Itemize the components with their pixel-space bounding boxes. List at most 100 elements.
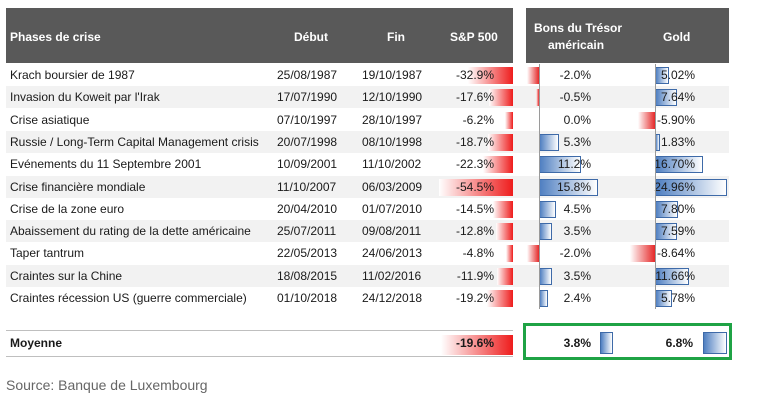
bonds-axis-line (539, 64, 540, 309)
average-bonds-value: 3.8% (563, 336, 591, 350)
phase-label: Russie / Long-Term Capital Management cr… (10, 135, 259, 149)
sp500-bar (468, 67, 513, 84)
sp500-bar (486, 290, 513, 307)
gold-value: 11.66% (655, 269, 695, 283)
sp500-bar (489, 89, 513, 106)
gold-value: 5.78% (660, 291, 695, 305)
sp500-value: -4.8% (462, 246, 494, 260)
bonds-value: 3.5% (563, 224, 591, 238)
table-row-stripe (6, 86, 729, 108)
average-label: Moyenne (10, 336, 63, 350)
header-end: Fin (387, 30, 405, 44)
bonds-value: 15.8% (556, 180, 591, 194)
table-header-right: Bons du Trésor américain Gold (526, 8, 729, 63)
bonds-value: -2.0% (559, 68, 591, 82)
end-date: 12/10/1990 (362, 90, 423, 104)
phase-label: Abaissement du rating de la dette améric… (10, 224, 251, 238)
phase-label: Crise asiatique (10, 113, 90, 127)
gold-value: 5.02% (660, 68, 695, 82)
start-date: 20/04/2010 (277, 202, 338, 216)
bonds-value: 11.2% (557, 157, 591, 171)
phase-label: Craintes récession US (guerre commercial… (10, 291, 247, 305)
sp500-value: -6.2% (462, 113, 494, 127)
sp500-value: -19.2% (455, 291, 494, 305)
average-highlight-box (523, 323, 732, 360)
start-date: 20/07/1998 (277, 135, 338, 149)
sp500-value: -32.9% (455, 68, 494, 82)
average-gold-bar (703, 332, 727, 354)
header-phase: Phases de crise (10, 30, 101, 44)
bonds-value: -2.0% (559, 246, 591, 260)
phase-label: Craintes sur la Chine (10, 269, 123, 283)
average-top-line (6, 330, 513, 331)
end-date: 19/10/1987 (362, 68, 423, 82)
start-date: 18/08/2015 (277, 269, 338, 283)
end-date: 08/10/1998 (362, 135, 423, 149)
start-date: 17/07/1990 (277, 90, 338, 104)
end-date: 01/07/2010 (362, 202, 423, 216)
sp500-value: -54.5% (455, 180, 494, 194)
sp500-bar (504, 112, 513, 129)
start-date: 10/09/2001 (277, 157, 338, 171)
phase-label: Krach boursier de 1987 (10, 68, 135, 82)
sp500-value: -11.9% (456, 269, 494, 283)
start-date: 25/08/1987 (277, 68, 338, 82)
bonds-bar (527, 67, 539, 84)
average-sp500-bar (441, 335, 513, 355)
gold-value: 24.96% (654, 180, 695, 194)
gold-value: 7.59% (660, 224, 695, 238)
sp500-value: -12.8% (455, 224, 494, 238)
end-date: 28/10/1997 (362, 113, 423, 127)
phase-label: Crise de la zone euro (10, 202, 125, 216)
bonds-bar (536, 89, 539, 106)
start-date: 01/10/2018 (277, 291, 338, 305)
average-bonds-bar (600, 332, 614, 354)
gold-axis-line (655, 64, 656, 309)
bonds-value: 3.5% (563, 269, 591, 283)
gold-bar (637, 112, 655, 129)
sp500-bar (506, 245, 513, 262)
sp500-value: -18.7% (455, 135, 494, 149)
end-date: 06/03/2009 (362, 180, 423, 194)
sp500-value: -17.6% (455, 90, 494, 104)
start-date: 25/07/2011 (277, 224, 337, 238)
header-bonds-line1: Bons du Trésor (534, 21, 623, 35)
gold-value: 16.70% (654, 157, 695, 171)
header-start: Début (294, 30, 328, 44)
end-date: 24/12/2018 (362, 291, 423, 305)
bonds-bar (527, 245, 539, 262)
phase-label: Crise financière mondiale (10, 180, 146, 194)
gold-value: 7.64% (660, 90, 695, 104)
source-note: Source: Banque de Luxembourg (6, 377, 208, 393)
header-bonds-line2: américain (548, 38, 605, 52)
average-bottom-line (6, 356, 513, 357)
bonds-value: -0.5% (559, 90, 591, 104)
end-date: 11/10/2002 (362, 157, 422, 171)
header-sp500: S&P 500 (450, 30, 498, 44)
bonds-value: 4.5% (563, 202, 591, 216)
gold-value: -5.90% (656, 113, 695, 127)
bonds-value: 0.0% (563, 113, 591, 127)
phase-label: Taper tantrum (10, 246, 85, 260)
gold-value: -8.64% (656, 246, 695, 260)
sp500-bar (496, 268, 513, 285)
sp500-value: -22.3% (455, 157, 494, 171)
start-date: 11/10/2007 (277, 180, 337, 194)
phase-label: Evénements du 11 Septembre 2001 (10, 157, 202, 171)
sp500-bar (482, 156, 513, 173)
end-date: 11/02/2016 (362, 269, 422, 283)
end-date: 24/06/2013 (362, 246, 423, 260)
gold-value: 1.83% (660, 135, 695, 149)
average-sp500-value: -19.6% (455, 336, 494, 350)
sp500-bar (493, 201, 513, 218)
average-gold-value: 6.8% (665, 336, 693, 350)
gold-bar (630, 245, 655, 262)
sp500-bar (487, 134, 513, 151)
table-header-left: Phases de crise Début Fin S&P 500 (6, 8, 513, 63)
end-date: 09/08/2011 (362, 224, 422, 238)
sp500-bar (495, 223, 513, 240)
gold-value: 7.80% (660, 202, 695, 216)
start-date: 22/05/2013 (277, 246, 338, 260)
phase-label: Invasion du Koweit par l'Irak (10, 90, 160, 104)
start-date: 07/10/1997 (277, 113, 338, 127)
